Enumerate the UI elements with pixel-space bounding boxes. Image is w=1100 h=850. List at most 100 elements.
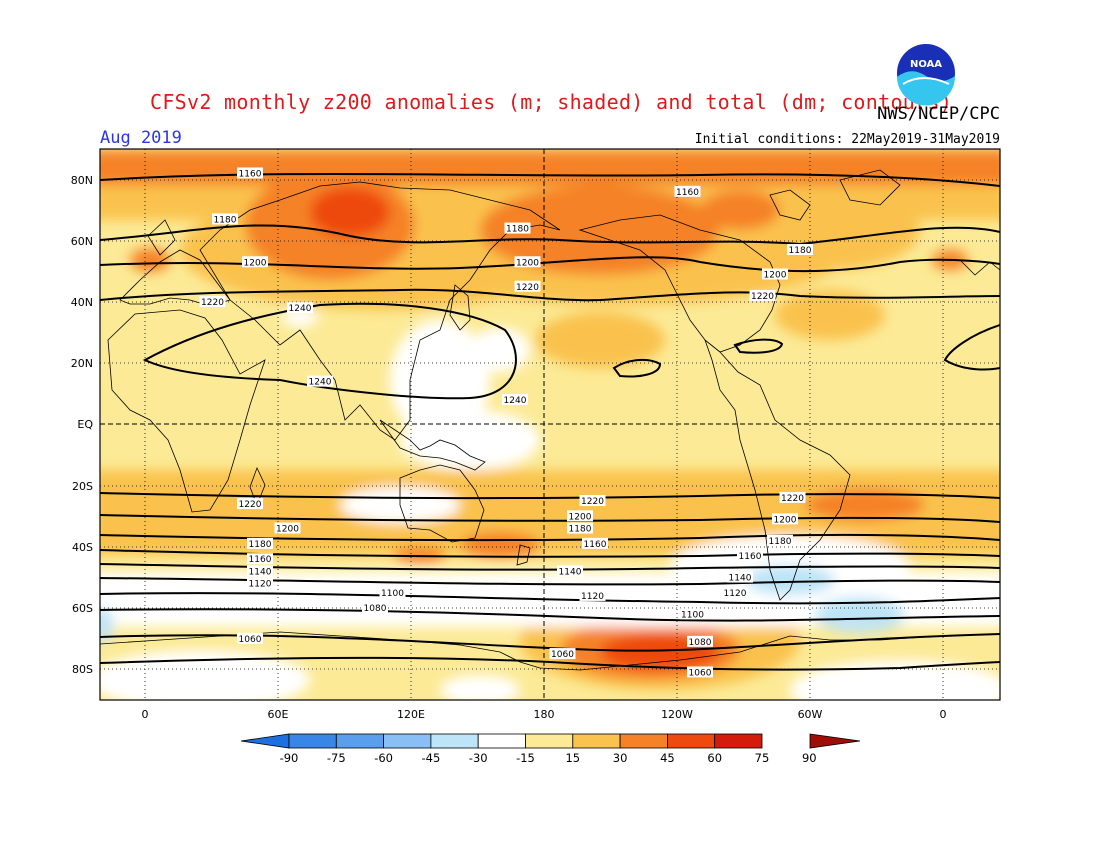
contour-label: 1180 bbox=[789, 246, 812, 256]
contour-label: 1120 bbox=[581, 592, 604, 602]
colorbar-tick-label: 90 bbox=[802, 751, 817, 765]
colorbar-tick-label: -30 bbox=[469, 751, 488, 765]
contour-label-bg bbox=[737, 550, 763, 562]
contour-label: 1220 bbox=[581, 497, 604, 507]
contour-label: 1240 bbox=[289, 304, 312, 314]
contour-label: 1080 bbox=[689, 638, 712, 648]
contour-label-bg bbox=[247, 577, 273, 589]
colorbar-cell bbox=[383, 733, 432, 749]
contour-label-bg bbox=[237, 167, 263, 179]
colorbar-cell bbox=[477, 733, 526, 749]
contour-label-bg bbox=[242, 256, 268, 268]
contour-label-bg bbox=[674, 185, 701, 197]
colorbar-cell bbox=[619, 733, 668, 749]
contour-label: 1180 bbox=[214, 215, 237, 225]
contour-label-bg bbox=[237, 632, 263, 644]
contour-label: 1140 bbox=[729, 574, 752, 584]
contour-label: 1100 bbox=[381, 589, 404, 599]
lat-label: EQ bbox=[77, 418, 93, 431]
contour-label-bg bbox=[567, 522, 593, 534]
contour-label-bg bbox=[579, 589, 606, 601]
colorbar: -90 -75 -60 -45 -30 -15 15 30 45 60 75 90 bbox=[240, 733, 861, 765]
contour-label-bg bbox=[502, 394, 528, 406]
colorbar-cell bbox=[572, 733, 621, 749]
contour-label: 1240 bbox=[504, 396, 527, 406]
contour-label: 1220 bbox=[781, 494, 804, 504]
contour-label: 1220 bbox=[751, 292, 774, 302]
contour-label: 1140 bbox=[249, 567, 272, 577]
colorbar-tick-label: 30 bbox=[613, 751, 628, 765]
colorbar-cell bbox=[335, 733, 384, 749]
colorbar-cell bbox=[714, 733, 763, 749]
colorbar-cell bbox=[667, 733, 716, 749]
contour-label: 1160 bbox=[676, 188, 699, 198]
contour-label-bg bbox=[557, 565, 583, 577]
contour-label-bg bbox=[582, 537, 608, 549]
lon-label: 120E bbox=[397, 708, 425, 721]
contour-label-bg bbox=[772, 513, 798, 525]
anomaly-shading bbox=[100, 149, 1000, 700]
contour-labels: 1160 1160 1180 1180 1180 1200 1200 1200 1220 1220… bbox=[199, 167, 813, 678]
contour-label: 1200 bbox=[516, 258, 539, 268]
lat-label: 20S bbox=[72, 480, 93, 493]
contour-label: 1200 bbox=[569, 512, 592, 522]
contour-label: 1200 bbox=[764, 271, 787, 281]
colorbar-tick-label: -15 bbox=[516, 751, 535, 765]
contour-label: 1140 bbox=[559, 567, 582, 577]
contour-label-bg bbox=[247, 565, 273, 577]
height-contours bbox=[100, 172, 1000, 671]
contour-label: 1240 bbox=[309, 378, 332, 388]
contour-label-bg bbox=[237, 498, 263, 510]
contour-label: 1100 bbox=[681, 610, 704, 620]
contour-label-bg bbox=[504, 222, 531, 234]
colorbar-tick-label: -45 bbox=[422, 751, 441, 765]
lat-label: 20N bbox=[71, 357, 93, 370]
contour-label: 1220 bbox=[239, 500, 262, 510]
contour-label: 1220 bbox=[201, 298, 224, 308]
lon-label: 60W bbox=[798, 708, 823, 721]
lat-label: 60N bbox=[71, 235, 93, 248]
contour-label-bg bbox=[679, 608, 706, 620]
contour-label: 1220 bbox=[516, 283, 539, 293]
contour-label-bg bbox=[779, 491, 806, 503]
colorbar-cell bbox=[525, 733, 574, 749]
contour-label: 1080 bbox=[364, 604, 387, 614]
contour-label: 1180 bbox=[569, 525, 592, 535]
colorbar-arrow-high bbox=[809, 733, 861, 749]
contour-label: 1160 bbox=[739, 552, 762, 562]
contour-label: 1180 bbox=[769, 537, 792, 547]
contour-label-bg bbox=[749, 289, 776, 301]
contour-label-bg bbox=[247, 537, 273, 549]
lon-label: 0 bbox=[940, 708, 947, 721]
colorbar-cell bbox=[430, 733, 479, 749]
contour-label-bg bbox=[199, 296, 226, 308]
contour-label-bg bbox=[579, 495, 606, 507]
map-frame bbox=[99, 148, 1001, 701]
contour-label-bg bbox=[767, 534, 793, 546]
lat-label: 80S bbox=[72, 663, 93, 676]
colorbar-cell bbox=[288, 733, 337, 749]
colorbar-arrow-low bbox=[240, 733, 290, 749]
contour-label-bg bbox=[762, 268, 788, 280]
agency-label: NWS/NCEP/CPC bbox=[877, 104, 1000, 124]
colorbar-tick-label: -75 bbox=[327, 751, 346, 765]
initial-conditions: Initial conditions: 22May2019-31May2019 bbox=[694, 132, 1000, 147]
svg-text:NOAA: NOAA bbox=[910, 59, 942, 70]
lon-label: 0 bbox=[142, 708, 149, 721]
lat-label: 40N bbox=[71, 296, 93, 309]
colorbar-tick-label: 75 bbox=[755, 751, 770, 765]
contour-label: 1120 bbox=[249, 580, 272, 590]
contour-label-bg bbox=[514, 280, 541, 292]
reference-lines bbox=[100, 149, 1000, 700]
lat-label: 60S bbox=[72, 602, 93, 615]
contour-label-bg bbox=[307, 375, 333, 387]
contour-label: 1060 bbox=[689, 668, 712, 678]
contour-label-bg bbox=[247, 553, 273, 565]
contour-label-bg bbox=[549, 648, 576, 660]
forecast-period: Aug 2019 bbox=[100, 128, 182, 148]
colorbar-tick-label: -90 bbox=[280, 751, 299, 765]
colorbar-tick-label: 15 bbox=[565, 751, 580, 765]
lon-label: 60E bbox=[268, 708, 289, 721]
contour-label: 1180 bbox=[506, 225, 529, 235]
